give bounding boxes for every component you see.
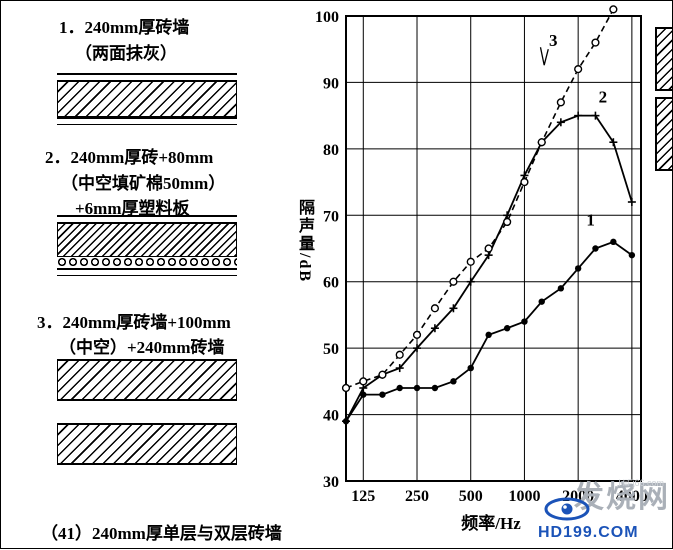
mineral-wool-layer <box>57 257 237 268</box>
curve-3 <box>345 8 615 389</box>
brick-leaf-1 <box>57 359 237 401</box>
filled-circle-marker <box>360 391 367 398</box>
filled-circle-marker <box>521 318 528 325</box>
y-tick-label: 100 <box>315 9 339 26</box>
filled-circle-marker <box>379 391 386 398</box>
open-circle-marker <box>466 257 475 266</box>
curve-label-1: 1 <box>586 210 595 229</box>
edge-wall-fragment-top <box>655 27 672 91</box>
open-circle-marker <box>359 377 368 386</box>
filled-circle-marker <box>628 251 636 259</box>
filled-circle-marker <box>503 325 511 332</box>
y-tick-label: 60 <box>323 275 339 292</box>
open-circle-marker <box>378 370 387 379</box>
wall-diagram-3 <box>57 359 237 465</box>
open-circle-marker <box>556 98 565 107</box>
plastic-board-layer <box>57 268 237 276</box>
y-tick-label: 50 <box>323 341 339 358</box>
legend-item3-line2: （中空）+240mm砖墙 <box>59 338 225 357</box>
wall-diagram-2 <box>57 215 237 276</box>
open-circle-marker <box>520 177 529 187</box>
open-circle-marker <box>449 277 458 286</box>
x-tick-label: 125 <box>351 488 375 505</box>
wall-diagram-1 <box>57 73 237 125</box>
open-circle-marker <box>503 217 512 227</box>
plaster-layer-top <box>57 73 237 81</box>
legend-item2-line1: 2．240mm厚砖+80mm <box>45 148 214 167</box>
label3-pointer <box>539 47 549 66</box>
open-circle-marker <box>412 330 422 339</box>
legend-item3-line1: 3．240mm厚砖墙+100mm <box>37 313 231 332</box>
filled-circle-marker <box>431 384 439 392</box>
filled-circle-marker <box>557 285 565 292</box>
filled-circle-marker <box>574 265 582 272</box>
y-tick-label: 90 <box>323 75 339 92</box>
legend-item2-line2: （中空填矿棉50mm） <box>61 174 226 193</box>
filled-circle-marker <box>467 364 474 372</box>
open-circle-marker <box>574 65 583 74</box>
filled-circle-marker <box>610 238 617 246</box>
sound-insulation-chart: 30 40 50 60 70 80 90 100 125 250 500 1000 2000 4000 1 2… <box>315 5 648 533</box>
x-tick-label: 1000 <box>508 488 540 505</box>
open-circle-marker <box>609 5 618 14</box>
y-axis-label: 隔声量/dB <box>296 199 313 284</box>
curve-2 <box>345 114 633 422</box>
x-tick-label: 500 <box>459 488 483 505</box>
brick-leaf-2 <box>57 423 237 465</box>
x-tick-label: 2000 <box>562 488 594 505</box>
brick-layer <box>57 223 237 257</box>
open-circle-marker <box>395 350 404 359</box>
figure-caption: （41）240mm厚单层与双层砖墙 <box>41 524 282 543</box>
curve-label-3: 3 <box>549 31 558 50</box>
brick-layer <box>57 81 237 117</box>
x-tick-label: 250 <box>405 488 429 505</box>
filled-circle-marker <box>396 384 403 392</box>
y-tick-label: 70 <box>323 208 339 225</box>
plaster-layer-bottom <box>57 117 237 125</box>
filled-circle-marker <box>450 378 457 385</box>
plot-frame <box>345 15 642 482</box>
filled-circle-marker <box>538 298 545 305</box>
edge-wall-fragment-bottom <box>655 97 672 171</box>
y-tick-label: 30 <box>323 474 339 491</box>
legend-item1-line1: 1．240mm厚砖墙 <box>59 18 190 37</box>
filled-circle-marker <box>413 384 421 392</box>
watermark-brand: 发烧网 <box>574 481 670 514</box>
air-gap <box>57 401 237 423</box>
open-circle-marker <box>430 304 440 313</box>
filled-circle-marker <box>592 245 599 252</box>
watermark-site: HD199.COM <box>538 524 639 541</box>
eye-logo-icon <box>544 497 590 521</box>
open-circle-marker <box>591 38 600 47</box>
y-tick-label: 80 <box>323 142 339 159</box>
y-tick-label: 40 <box>323 408 339 425</box>
legend-item2-line3: +6mm厚塑料板 <box>75 199 190 218</box>
open-circle-marker <box>484 244 493 253</box>
curve-1 <box>345 240 633 422</box>
legend-item1-line2: （两面抹灰） <box>75 44 177 63</box>
plaster-layer-top <box>57 215 237 223</box>
x-axis-label: 频率/Hz <box>461 513 521 533</box>
open-circle-marker <box>341 383 351 393</box>
x-tick-label: 4000 <box>616 488 648 505</box>
filled-circle-marker <box>485 331 492 339</box>
open-circle-marker <box>537 138 546 147</box>
watermark-small-text: HiFi66.com <box>618 478 664 488</box>
curve-label-2: 2 <box>599 87 608 106</box>
watermark: 发烧网 HiFi66.com HD199.COM <box>530 476 670 548</box>
